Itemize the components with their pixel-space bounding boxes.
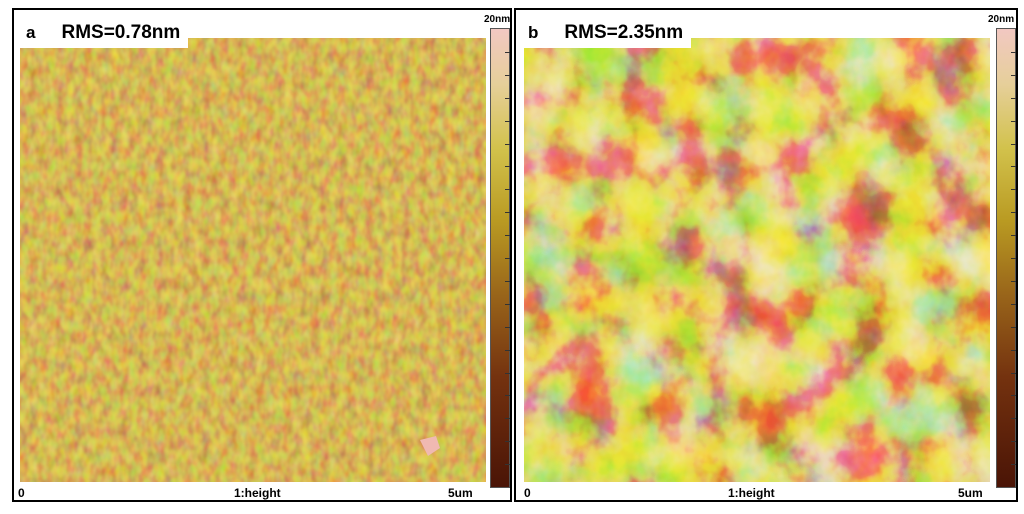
colorbar-tick xyxy=(505,97,510,99)
colorbar-tick xyxy=(1011,189,1016,191)
particle-highlight xyxy=(420,436,440,456)
colorbar-tick xyxy=(505,51,510,53)
colorbar-tick xyxy=(505,235,510,237)
colorbar-tick xyxy=(505,441,510,443)
x-axis-b: 0 1:height 5um xyxy=(516,484,1016,502)
colorbar-tick xyxy=(505,143,510,145)
panel-b-letter: b xyxy=(528,23,539,42)
colorbar-tick xyxy=(1011,74,1016,76)
panel-b-rms: RMS=2.35nm xyxy=(564,22,684,43)
axis-min-label-a: 0 xyxy=(18,486,25,500)
colorbar-tick xyxy=(1011,326,1016,328)
axis-min-label-b: 0 xyxy=(524,486,531,500)
panel-a-rms: RMS=0.78nm xyxy=(61,22,181,43)
colorbar-tick xyxy=(1011,235,1016,237)
colorbar-tick xyxy=(1011,349,1016,351)
colorbar-tick xyxy=(505,395,510,397)
colorbar-tick xyxy=(505,372,510,374)
colorbar-tick xyxy=(505,418,510,420)
axis-channel-label-a: 1:height xyxy=(234,486,281,500)
colorbar-tick xyxy=(1011,395,1016,397)
colorbar-tick xyxy=(505,166,510,168)
colorbar-tick xyxy=(505,74,510,76)
colorbar-tick xyxy=(1011,120,1016,122)
colorbar-tick xyxy=(505,189,510,191)
height-colorbar-a xyxy=(490,28,510,488)
panel-b-label: b RMS=2.35nm xyxy=(518,18,692,48)
colorbar-tick xyxy=(1011,372,1016,374)
x-axis-a: 0 1:height 5um xyxy=(14,484,510,502)
afm-height-image-b xyxy=(524,38,990,482)
afm-panel-a: a RMS=0.78nm 20nm xyxy=(12,8,512,502)
colorbar-tick xyxy=(505,464,510,466)
colorbar-tick xyxy=(505,303,510,305)
colorbar-tick xyxy=(505,120,510,122)
colorbar-tick xyxy=(505,280,510,282)
panel-a-label: a RMS=0.78nm xyxy=(16,18,189,48)
height-colorbar-b xyxy=(996,28,1016,488)
colorbar-tick xyxy=(505,212,510,214)
colorbar-tick xyxy=(1011,441,1016,443)
afm-height-image-a xyxy=(20,38,486,482)
colorbar-tick xyxy=(1011,51,1016,53)
colorbar-max-label-b: 20nm xyxy=(988,14,1015,25)
axis-max-label-a: 5um xyxy=(448,486,473,500)
colorbar-tick xyxy=(505,349,510,351)
colorbar-tick xyxy=(1011,280,1016,282)
colorbar-tick xyxy=(1011,143,1016,145)
colorbar-tick xyxy=(1011,97,1016,99)
colorbar-tick xyxy=(1011,258,1016,259)
colorbar-tick xyxy=(1011,418,1016,420)
colorbar-max-label-a: 20nm xyxy=(484,14,511,25)
axis-channel-label-b: 1:height xyxy=(728,486,775,500)
colorbar-tick xyxy=(505,326,510,328)
colorbar-tick xyxy=(505,258,510,259)
panel-a-letter: a xyxy=(26,23,36,42)
colorbar-tick xyxy=(1011,212,1016,214)
afm-panel-b: b RMS=2.35nm 20nm 0 xyxy=(514,8,1018,502)
colorbar-tick xyxy=(1011,464,1016,466)
axis-max-label-b: 5um xyxy=(958,486,983,500)
colorbar-tick xyxy=(1011,166,1016,168)
colorbar-tick xyxy=(1011,303,1016,305)
